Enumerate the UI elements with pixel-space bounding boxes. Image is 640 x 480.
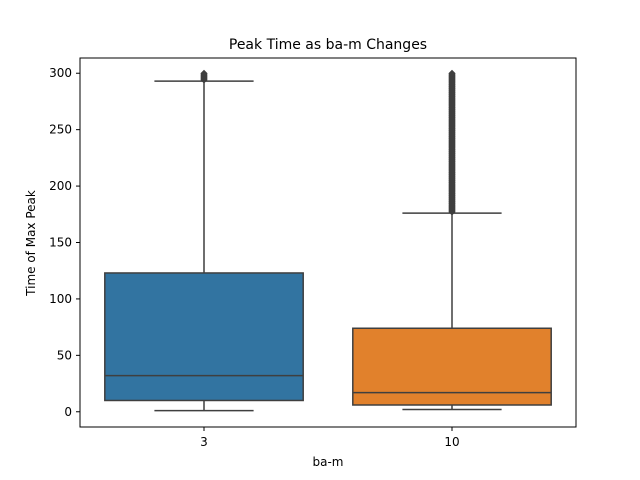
- x-tick-label: 10: [444, 435, 459, 449]
- plot-area: 0 50 100 150 200 250 300 3 10: [49, 57, 577, 449]
- y-axis-label: Time of Max Peak: [24, 190, 38, 297]
- y-tick-label: 200: [49, 179, 72, 193]
- chart-title: Peak Time as ba-m Changes: [229, 37, 427, 53]
- y-tick-label: 50: [57, 348, 72, 362]
- x-tick-label: 3: [200, 435, 208, 449]
- outliers-ba-m-10: [448, 69, 456, 216]
- box-ba-m-3: [104, 272, 304, 402]
- y-tick-label: 150: [49, 236, 72, 250]
- y-tick-label: 250: [49, 123, 72, 137]
- outlier-point: [448, 69, 456, 77]
- box-ba-m-10: [352, 327, 552, 406]
- outlier-point: [200, 69, 208, 77]
- outliers-ba-m-3: [200, 69, 208, 84]
- x-axis-label: ba-m: [313, 455, 344, 469]
- y-tick-label: 300: [49, 66, 72, 80]
- y-tick-label: 0: [64, 405, 72, 419]
- y-tick-label: 100: [49, 292, 72, 306]
